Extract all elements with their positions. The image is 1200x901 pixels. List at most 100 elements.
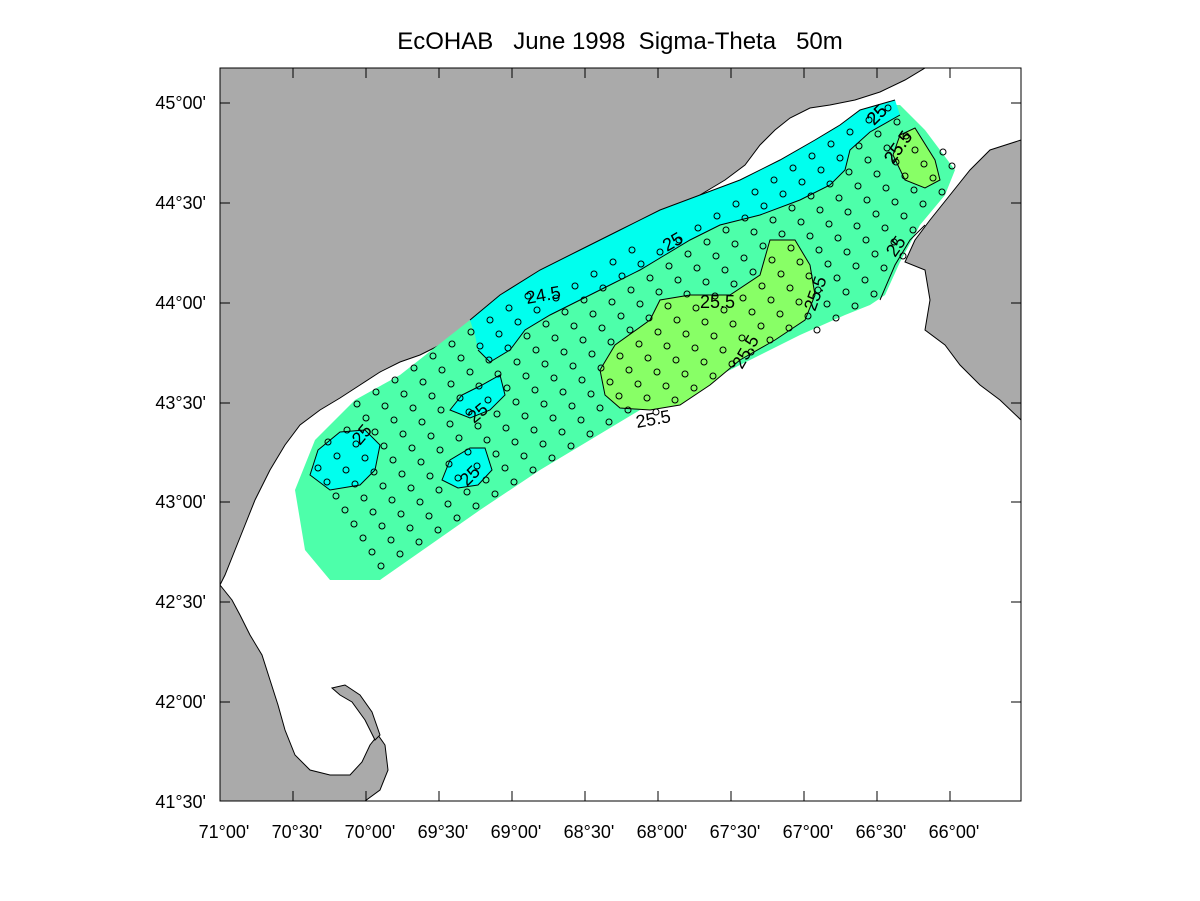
- station-marker: [407, 484, 415, 492]
- station-marker: [579, 336, 587, 344]
- station-marker: [760, 202, 768, 210]
- station-marker: [530, 426, 538, 434]
- map-title: EcOHAB June 1998 Sigma-Theta 50m: [397, 28, 843, 55]
- station-marker: [721, 266, 729, 274]
- station-marker: [465, 408, 473, 416]
- station-marker: [387, 536, 395, 544]
- station-marker: [863, 196, 871, 204]
- station-marker: [929, 174, 937, 182]
- station-marker: [797, 218, 805, 226]
- station-marker: [852, 262, 860, 270]
- station-marker: [826, 180, 834, 188]
- station-marker: [862, 236, 870, 244]
- station-marker: [732, 200, 740, 208]
- station-marker: [541, 360, 549, 368]
- station-marker: [873, 170, 881, 178]
- station-marker: [939, 148, 947, 156]
- station-marker: [523, 332, 531, 340]
- station-marker: [719, 346, 727, 354]
- station-marker: [911, 146, 919, 154]
- station-marker: [805, 272, 813, 280]
- station-marker: [890, 238, 898, 246]
- station-marker: [739, 294, 747, 302]
- station-marker: [360, 494, 368, 502]
- station-marker: [314, 464, 322, 472]
- station-marker: [844, 208, 852, 216]
- station-marker: [605, 418, 613, 426]
- station-marker: [597, 364, 605, 372]
- station-marker: [798, 178, 806, 186]
- station-marker: [436, 446, 444, 454]
- station-marker: [673, 316, 681, 324]
- station-marker: [777, 270, 785, 278]
- station-marker: [353, 400, 361, 408]
- station-marker: [380, 442, 388, 450]
- station-marker: [901, 172, 909, 180]
- station-marker: [786, 284, 794, 292]
- station-marker: [505, 304, 513, 312]
- station-marker: [871, 250, 879, 258]
- station-marker: [542, 320, 550, 328]
- station-marker: [653, 368, 661, 376]
- station-marker: [694, 224, 702, 232]
- station-marker: [361, 454, 369, 462]
- station-marker: [720, 306, 728, 314]
- station-marker: [730, 280, 738, 288]
- station-marker: [324, 438, 332, 446]
- station-marker: [731, 240, 739, 248]
- station-marker: [484, 396, 492, 404]
- lon-tick-label: 66°00': [929, 822, 980, 842]
- station-marker: [702, 278, 710, 286]
- station-marker: [675, 236, 683, 244]
- lat-tick-label: 42°30': [155, 592, 206, 612]
- station-marker: [532, 346, 540, 354]
- station-marker: [646, 274, 654, 282]
- station-marker: [406, 524, 414, 532]
- station-marker: [388, 496, 396, 504]
- station-marker: [464, 448, 472, 456]
- lon-tick-label: 67°30': [710, 822, 761, 842]
- station-marker: [558, 428, 566, 436]
- lat-tick-label: 41°30': [155, 792, 206, 812]
- station-marker: [845, 168, 853, 176]
- station-marker: [426, 472, 434, 480]
- station-marker: [396, 550, 404, 558]
- station-marker: [381, 402, 389, 410]
- station-marker: [663, 342, 671, 350]
- station-marker: [454, 474, 462, 482]
- station-marker: [634, 380, 642, 388]
- lon-tick-label: 69°00': [491, 822, 542, 842]
- station-marker: [615, 392, 623, 400]
- latitude-tick-labels: 45°00' 44°30' 44°00' 43°30' 43°00' 42°30…: [155, 93, 206, 812]
- station-marker: [644, 354, 652, 362]
- station-marker: [872, 210, 880, 218]
- lat-tick-label: 42°00': [155, 692, 206, 712]
- station-marker: [400, 390, 408, 398]
- map-frame: [219, 67, 1022, 802]
- lat-tick-label: 43°30': [155, 393, 206, 413]
- station-marker: [740, 254, 748, 262]
- station-marker: [362, 414, 370, 422]
- station-marker: [550, 374, 558, 382]
- station-marker: [599, 284, 607, 292]
- station-marker: [712, 252, 720, 260]
- station-marker: [824, 260, 832, 268]
- station-marker: [645, 314, 653, 322]
- station-marker: [549, 414, 557, 422]
- station-marker: [779, 190, 787, 198]
- station-marker: [416, 498, 424, 506]
- station-marker: [521, 412, 529, 420]
- station-marker: [656, 248, 664, 256]
- station-marker: [522, 372, 530, 380]
- station-marker: [418, 418, 426, 426]
- station-marker: [371, 428, 379, 436]
- station-marker: [350, 520, 358, 528]
- station-marker: [444, 500, 452, 508]
- station-marker: [379, 482, 387, 490]
- station-marker: [851, 302, 859, 310]
- station-marker: [710, 332, 718, 340]
- lat-tick-label: 44°00': [155, 293, 206, 313]
- station-marker: [495, 330, 503, 338]
- station-marker: [671, 396, 679, 404]
- station-marker: [910, 186, 918, 194]
